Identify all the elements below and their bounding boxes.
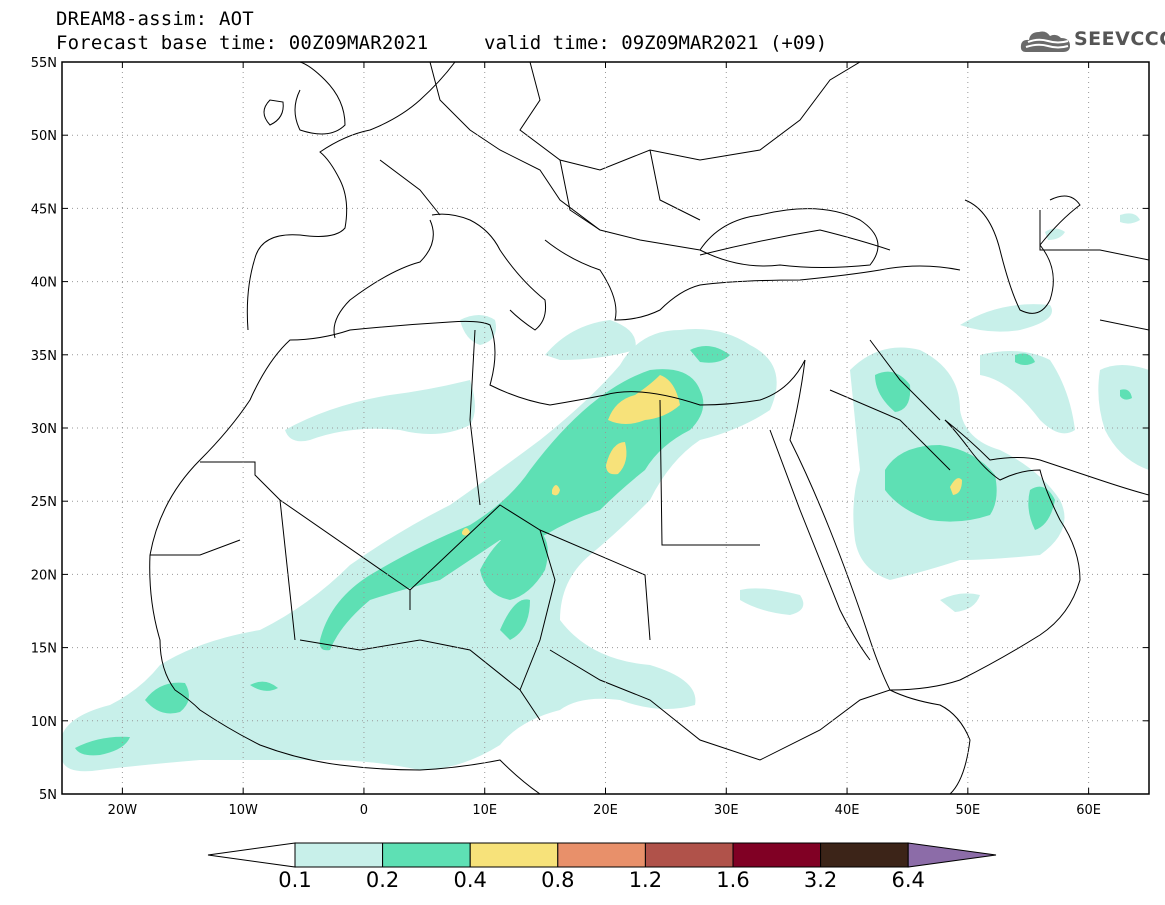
x-axis: 20W 10W 0 10E 20E 30E 40E 50E 60E [108,62,1101,818]
logo-text: SEEVCCC [1074,28,1165,50]
y-tick-label: 50N [31,129,57,144]
map-title: DREAM8-assim: AOT [56,8,254,30]
colorbar-segment [644,842,734,868]
colorbar-label: 3.2 [803,868,838,892]
colorbar-label: 0.1 [278,868,312,892]
x-tick-label: 20E [593,803,618,818]
colorbar-label: 0.2 [365,868,400,892]
colorbar-label: 1.6 [716,868,750,892]
x-tick-label: 0 [360,803,368,818]
y-tick-label: 10N [31,715,57,730]
aot-level-0.4 [462,375,962,536]
colorbar-label: 0.4 [453,868,487,892]
colorbar [207,842,997,868]
colorbar-over-arrow [907,842,997,868]
seevccc-logo: SEEVCCC [1018,24,1165,58]
x-tick-label: 10W [228,803,258,818]
y-tick-label: 15N [31,642,57,657]
colorbar-segment [469,842,559,868]
aot-level-0.2 [75,346,1132,756]
y-axis: 55N 50N 45N 40N 35N 30N 25N 20N 15N 10N 5N [31,56,1149,803]
colorbar-label: 0.8 [541,868,575,892]
x-tick-label: 10E [472,803,497,818]
aot-contours [62,213,1149,772]
x-tick-label: 60E [1076,803,1101,818]
y-tick-label: 40N [31,276,57,291]
x-tick-label: 20W [108,803,138,818]
cloud-icon [1020,31,1070,52]
colorbar-segment [294,842,384,868]
y-tick-label: 20N [31,568,57,583]
colorbar-segment [732,842,822,868]
colorbar-label: 1.2 [628,868,663,892]
colorbar-under-arrow [207,842,296,868]
y-tick-label: 30N [31,422,57,437]
colorbar-segment [557,842,646,868]
y-tick-label: 25N [31,495,57,510]
y-tick-label: 55N [31,56,57,71]
colorbar-segment [820,842,909,868]
base-time: Forecast base time: 00Z09MAR2021 [56,32,429,54]
colorbar-label: 6.4 [891,868,925,892]
y-tick-label: 35N [31,349,57,364]
valid-time: valid time: 09Z09MAR2021 (+09) [484,32,828,54]
y-tick-label: 45N [31,202,57,217]
x-tick-label: 30E [714,803,739,818]
colorbar-segment [382,842,471,868]
coastlines [149,62,1149,794]
x-tick-label: 40E [835,803,860,818]
y-tick-label: 5N [39,788,57,803]
x-tick-label: 50E [955,803,980,818]
